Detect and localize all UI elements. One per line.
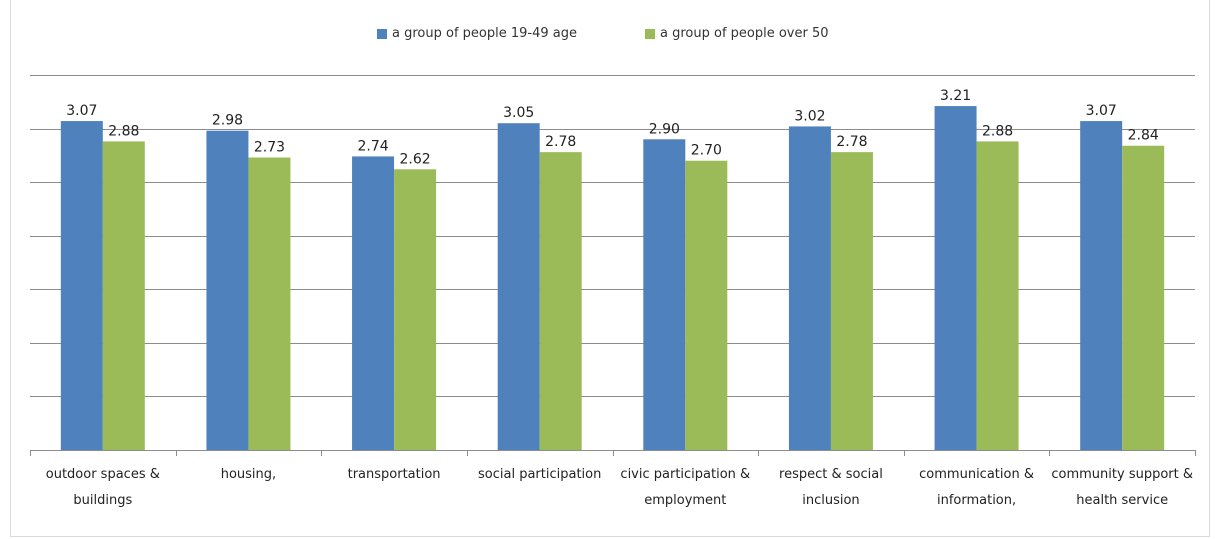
bar-series-2-cat-3	[394, 169, 437, 451]
x-axis	[30, 450, 1196, 456]
bar-series-2-cat-4	[539, 152, 582, 450]
x-tick-label: social participation	[478, 467, 602, 482]
bar-series-1-cat-1	[60, 121, 103, 451]
legend-label-series-1: a group of people 19-49 age	[392, 26, 577, 41]
bar-series-2-cat-2	[248, 157, 291, 450]
data-label-series-1-cat-3: 2.74	[357, 138, 388, 154]
data-label-series-2-cat-5: 2.70	[691, 143, 722, 159]
data-label-series-1-cat-5: 2.90	[649, 121, 680, 137]
data-label-series-1-cat-1: 3.07	[66, 103, 97, 119]
x-tick-label: respect & social inclusion	[779, 467, 883, 508]
data-label-series-2-cat-1: 2.88	[108, 123, 139, 139]
x-tick-label: transportation	[347, 467, 441, 482]
data-label-series-2-cat-2: 2.73	[254, 140, 285, 156]
x-tick-label: outdoor spaces & buildings	[45, 467, 160, 508]
data-label-series-2-cat-6: 2.78	[836, 134, 867, 150]
legend-swatch-series-2	[645, 28, 655, 39]
bar-series-2-cat-6	[830, 152, 873, 450]
legend: a group of people 19-49 age a group of p…	[0, 26, 1215, 46]
x-tick-label: civic participation & employment	[620, 467, 751, 508]
data-label-series-1-cat-7: 3.21	[940, 88, 971, 104]
data-label-series-2-cat-3: 2.62	[399, 151, 430, 167]
x-tick-label: community support & health service	[1051, 467, 1193, 508]
data-label-series-1-cat-4: 3.05	[503, 105, 534, 121]
bars	[60, 106, 1165, 451]
legend-item-series-2: a group of people over 50	[645, 26, 829, 41]
bar-series-1-cat-5	[643, 139, 686, 451]
bar-series-1-cat-7	[934, 106, 977, 451]
data-label-series-2-cat-8: 2.84	[1128, 128, 1159, 144]
bar-series-2-cat-8	[1122, 145, 1165, 450]
data-labels: 3.07 2.88 2.98 2.73 2.74 2.62 3.05 2.78 2.90 2.70…	[66, 88, 1159, 167]
bar-series-2-cat-1	[102, 141, 145, 450]
bar-series-1-cat-3	[352, 156, 395, 450]
data-label-series-2-cat-7: 2.88	[982, 123, 1013, 139]
legend-label-series-2: a group of people over 50	[660, 26, 829, 41]
grid-lines	[30, 75, 1195, 397]
data-label-series-2-cat-4: 2.78	[545, 134, 576, 150]
legend-swatch-series-1	[377, 28, 387, 39]
bar-series-2-cat-7	[976, 141, 1019, 450]
x-tick-label: communication & information,	[919, 467, 1034, 508]
bar-series-1-cat-6	[788, 126, 831, 450]
bar-series-1-cat-2	[206, 130, 249, 450]
data-label-series-1-cat-6: 3.02	[794, 108, 825, 124]
x-tick-label: housing,	[220, 467, 277, 482]
bar-series-1-cat-4	[497, 123, 540, 450]
data-label-series-1-cat-8: 3.07	[1086, 103, 1117, 119]
bar-series-1-cat-8	[1080, 121, 1123, 451]
bar-series-2-cat-5	[685, 160, 728, 450]
data-label-series-1-cat-2: 2.98	[212, 113, 243, 129]
legend-item-series-1: a group of people 19-49 age	[377, 26, 577, 41]
